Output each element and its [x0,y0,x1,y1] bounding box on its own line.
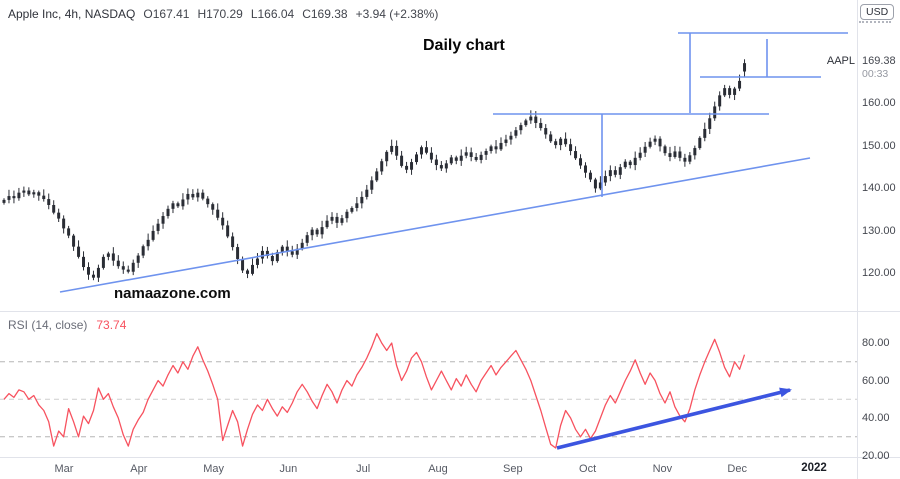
rsi-tick-20: 20.00 [862,449,890,462]
open-value: O167.41 [143,7,190,21]
month-label-aug: Aug [428,463,448,475]
rsi-indicator-label[interactable]: RSI (14, close) [8,318,88,332]
close-value: C169.38 [302,7,348,21]
rsi-tick-40: 40.00 [862,412,890,424]
month-label-apr: Apr [130,463,148,475]
month-label-may: May [203,463,224,475]
last-price-value: 169.38 [862,55,896,67]
month-label-mar: Mar [54,463,74,475]
change-value: +3.94 (+2.38%) [355,7,439,21]
time-scale[interactable]: 2022 Mar Apr May Jun Jul Aug Sep Oct Nov Dec [0,458,857,479]
month-label-jul: Jul [356,463,371,475]
price-tick-160: 160.00 [862,97,896,109]
bar-countdown: 00:33 [862,68,889,80]
price-tick-150: 150.00 [862,139,896,152]
month-label-oct: Oct [579,463,597,475]
rsi-legend: RSI (14, close) 73.74 [8,318,126,332]
price-tick-140: 140.00 [862,182,896,194]
trendline-drawing[interactable] [59,157,811,293]
month-label-sep: Sep [503,463,523,475]
year-label: 2022 [801,462,827,474]
price-tick-120: 120.00 [862,267,896,279]
symbol-title[interactable]: Apple Inc, 4h, NASDAQ [8,7,136,21]
rsi-current-value: 73.74 [96,318,127,332]
rsi-line [3,332,746,449]
last-price-symbol-label: AAPL [826,55,855,67]
month-label-dec: Dec [727,463,747,475]
high-value: H170.29 [197,7,243,21]
rsi-tick-80: 80.00 [862,337,890,349]
month-label-nov: Nov [652,463,673,475]
month-label-jun: Jun [279,463,298,475]
watermark-text: namaazone.com [114,285,231,302]
low-value: L166.04 [250,7,295,21]
arrow-drawing[interactable] [556,387,792,450]
hidden-axis-label-dots [859,21,891,23]
symbol-legend: Apple Inc, 4h, NASDAQ O167.41 H170.29 L1… [8,7,438,21]
price-scale[interactable]: 160.00 150.00 140.00 130.00 120.00 80.00 60.00… [857,0,900,479]
currency-usd-button[interactable]: USD [860,4,895,20]
daily-chart-annotation: Daily chart [423,37,505,54]
price-tick-130: 130.00 [862,224,896,237]
rsi-tick-60: 60.00 [862,374,890,387]
